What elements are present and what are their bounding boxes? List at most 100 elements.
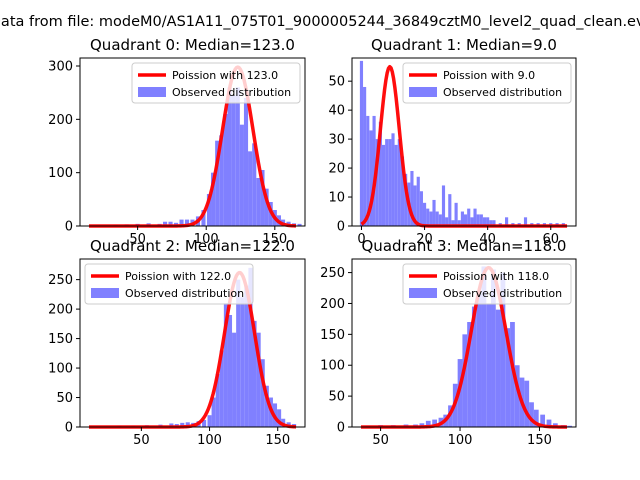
histogram-bar bbox=[168, 221, 173, 226]
histogram-bar bbox=[359, 60, 364, 227]
histogram-bar bbox=[180, 422, 185, 427]
histogram-bar bbox=[482, 217, 487, 226]
histogram-bar bbox=[429, 211, 433, 226]
histogram-bar bbox=[372, 115, 376, 226]
histogram-bar bbox=[363, 86, 367, 226]
legend-label-poisson: Poission with 118.0 bbox=[443, 270, 549, 283]
histogram-bar bbox=[495, 309, 501, 427]
histogram-bar bbox=[260, 359, 265, 427]
histogram-bar bbox=[366, 115, 370, 226]
histogram-bar bbox=[422, 202, 427, 226]
y-tick-label: 100 bbox=[320, 359, 345, 374]
histogram-bar bbox=[385, 139, 389, 226]
histogram-bar bbox=[457, 220, 461, 226]
histogram-bar bbox=[567, 425, 573, 427]
histogram-bar bbox=[215, 373, 220, 427]
histogram-bar bbox=[219, 350, 224, 427]
histogram-bar bbox=[489, 220, 493, 226]
histogram-bar bbox=[425, 420, 431, 427]
histogram-bar bbox=[481, 266, 487, 427]
axes-frame bbox=[351, 258, 577, 428]
histogram-bar bbox=[529, 402, 534, 427]
histogram-bar bbox=[426, 208, 430, 226]
histogram-bar bbox=[486, 217, 490, 226]
histogram-bar bbox=[397, 139, 401, 226]
histogram-bar bbox=[467, 208, 471, 226]
histogram-bar bbox=[207, 415, 212, 427]
x-tick-label: 100 bbox=[194, 232, 219, 247]
histogram-bar bbox=[435, 211, 439, 226]
histogram-bar bbox=[491, 269, 496, 427]
x-tick-label: 50 bbox=[372, 433, 389, 448]
histogram-bar bbox=[523, 217, 528, 226]
histogram-bar bbox=[375, 139, 379, 226]
histogram-bar bbox=[240, 297, 245, 427]
x-tick-label: 50 bbox=[133, 433, 150, 448]
histogram-bar bbox=[248, 267, 253, 427]
axes-frame bbox=[351, 57, 577, 227]
histogram-bar bbox=[264, 188, 269, 226]
legend: Poission with 118.0 Observed distribution bbox=[402, 263, 572, 305]
y-tick-label: 10 bbox=[328, 191, 345, 206]
legend-label-observed: Observed distribution bbox=[443, 86, 562, 99]
histogram-bar bbox=[524, 380, 530, 427]
histogram-bar bbox=[277, 409, 282, 427]
histogram-bar bbox=[179, 219, 184, 226]
axes-frame bbox=[79, 258, 306, 428]
histogram-bar bbox=[211, 397, 216, 427]
histogram-bar bbox=[264, 385, 269, 427]
y-tick-label: 0 bbox=[65, 421, 73, 436]
histogram-bar bbox=[441, 185, 446, 226]
histogram-bar bbox=[235, 87, 240, 226]
histogram-bar bbox=[223, 114, 228, 226]
histogram-bar bbox=[202, 419, 207, 427]
histogram-bar bbox=[492, 220, 496, 226]
histogram-bar bbox=[206, 194, 212, 226]
histogram-bar bbox=[445, 217, 449, 226]
x-tick-label: 0 bbox=[357, 232, 365, 247]
histogram-bar bbox=[378, 121, 382, 226]
legend: Poission with 122.0 Observed distribution bbox=[84, 263, 254, 305]
axes-frame bbox=[79, 57, 306, 227]
histogram-bar bbox=[552, 423, 558, 427]
histogram-bar bbox=[219, 135, 224, 226]
histogram-bar bbox=[460, 211, 464, 226]
histogram-bar bbox=[479, 214, 483, 226]
y-tick-label: 200 bbox=[48, 113, 73, 128]
quadrant-2-panel: 50 100 150 0 50 100 150 200 250 Quadrant 2: Media… bbox=[48, 237, 306, 448]
histogram-bar bbox=[451, 220, 455, 226]
histogram-bar bbox=[432, 419, 437, 427]
histogram-bar bbox=[215, 140, 220, 226]
x-tick-label: 60 bbox=[542, 232, 559, 247]
legend: Poission with 123.0 Observed distribution bbox=[131, 62, 301, 104]
x-tick-label: 40 bbox=[479, 232, 496, 247]
histogram-bar bbox=[413, 185, 417, 226]
histogram-bar bbox=[169, 423, 174, 427]
y-tick-label: 250 bbox=[48, 273, 73, 288]
quadrant-1-title: Quadrant 1: Median=9.0 bbox=[371, 36, 557, 54]
legend-bar-swatch bbox=[409, 288, 437, 298]
histogram-bar bbox=[244, 285, 249, 427]
quadrant-2-title: Quadrant 2: Median=122.0 bbox=[90, 237, 295, 255]
histogram-bar bbox=[256, 332, 261, 427]
y-tick-label: 0 bbox=[65, 220, 73, 235]
y-tick-label: 0 bbox=[337, 421, 345, 436]
histogram-bar bbox=[391, 133, 395, 226]
histogram-bar bbox=[256, 178, 261, 226]
y-tick-label: 100 bbox=[48, 166, 73, 181]
histogram-bar bbox=[419, 191, 423, 226]
histogram-bar bbox=[201, 210, 206, 226]
histogram-bar bbox=[505, 217, 509, 226]
histogram-bar bbox=[540, 414, 546, 427]
histogram-bar bbox=[500, 272, 506, 427]
legend-bar-swatch bbox=[91, 288, 119, 298]
quadrant-3-panel: 50 100 150 0 50 100 150 200 250 Quadrant 3: Media… bbox=[320, 237, 577, 448]
histogram-bar bbox=[400, 156, 405, 226]
histogram-bar bbox=[239, 124, 244, 226]
histogram-bar bbox=[419, 423, 425, 427]
histogram-bar bbox=[462, 334, 468, 427]
histogram-bar bbox=[510, 322, 515, 427]
histogram-bar bbox=[467, 322, 472, 427]
legend-box bbox=[402, 263, 572, 305]
